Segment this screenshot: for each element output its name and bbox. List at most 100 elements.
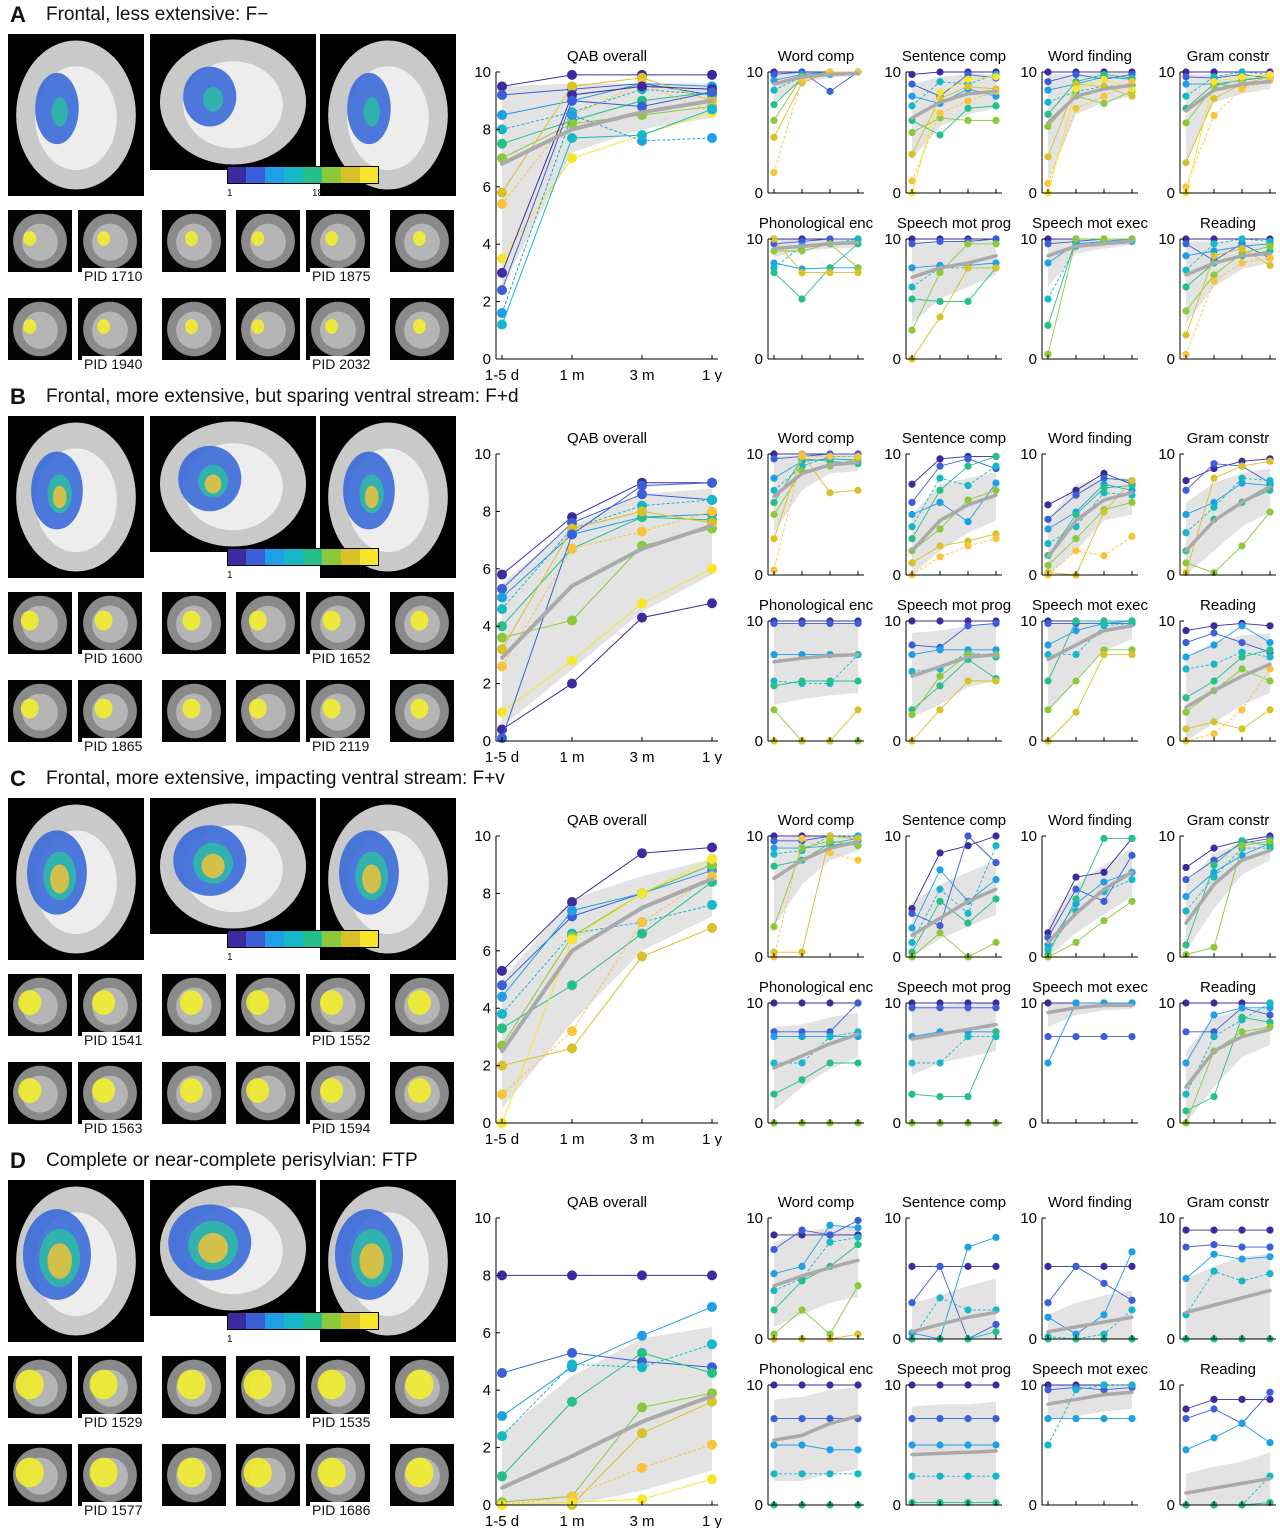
- colorbar-segment: [246, 1312, 265, 1330]
- panel-title: Frontal, less extensive: F−: [46, 4, 269, 25]
- data-point: [637, 598, 647, 609]
- patient-id: PID 1529: [82, 1414, 145, 1430]
- data-point: [1128, 834, 1136, 843]
- y-tick-label: 0: [483, 1115, 491, 1132]
- data-point: [798, 295, 806, 303]
- data-point: [1266, 622, 1274, 630]
- lesion-mask: [185, 231, 198, 246]
- panel-title: Frontal, more extensive, impacting ventr…: [46, 768, 505, 789]
- data-point: [908, 498, 916, 506]
- data-point: [964, 75, 972, 83]
- y-tick-label: 4: [483, 618, 491, 635]
- data-point: [1128, 1381, 1136, 1389]
- panel-c: C Frontal, more extensive, impacting vent…: [0, 764, 1280, 1146]
- mean-line: [910, 493, 998, 553]
- colorbar-segment: [246, 548, 265, 566]
- data-point: [826, 1059, 834, 1067]
- series-line: [1047, 78, 1133, 194]
- colorbar-segment: [284, 166, 303, 184]
- scan-render: [395, 1065, 449, 1121]
- data-point: [567, 1026, 577, 1037]
- data-point: [964, 909, 972, 918]
- data-point: [908, 1441, 916, 1449]
- data-point: [1128, 851, 1136, 859]
- scan-render: [13, 213, 67, 269]
- data-point: [992, 1381, 1000, 1389]
- data-point: [854, 706, 862, 714]
- patient-scan: [78, 1062, 142, 1124]
- data-point: [770, 486, 778, 494]
- data-point: [770, 1441, 778, 1449]
- colorbar-graphic: [227, 1312, 379, 1330]
- plot-title: Word finding: [1048, 812, 1132, 829]
- data-point: [992, 859, 1000, 867]
- data-point: [1182, 1274, 1190, 1283]
- data-point: [854, 1470, 862, 1478]
- series-line: [774, 1333, 859, 1340]
- scan-render: [311, 213, 365, 269]
- plot-title: Reading: [1200, 979, 1256, 996]
- series-line: [911, 680, 996, 742]
- y-tick-label: 10: [1158, 1210, 1175, 1227]
- series-line: [773, 837, 859, 958]
- plot-title: Sentence comp: [902, 48, 1006, 65]
- data-point: [1266, 1253, 1274, 1261]
- data-point: [964, 1381, 972, 1389]
- scan-render: [13, 977, 67, 1033]
- patient-scan: [8, 298, 72, 360]
- series-line: [773, 1285, 859, 1335]
- data-point: [1266, 665, 1274, 673]
- panel-letter: A: [10, 2, 26, 27]
- data-point: [1182, 350, 1190, 358]
- data-point: [1100, 651, 1108, 659]
- data-point: [1072, 708, 1080, 716]
- series-line: [1185, 835, 1271, 868]
- series-line: [1048, 622, 1133, 656]
- data-point: [1072, 85, 1080, 93]
- data-point: [798, 1262, 806, 1270]
- colorbar-segment: [360, 930, 379, 948]
- data-point: [1210, 1434, 1218, 1442]
- mean-line: [772, 652, 860, 664]
- data-point: [1266, 1270, 1274, 1278]
- series-line: [773, 262, 858, 270]
- data-point: [707, 104, 717, 115]
- y-tick-label: 10: [1158, 64, 1175, 81]
- lesion-mask: [18, 1078, 42, 1103]
- series-line: [1047, 238, 1132, 355]
- colorbar-segment: [322, 548, 341, 566]
- data-point: [1100, 1415, 1108, 1423]
- series-line: [1047, 871, 1133, 946]
- data-point: [770, 682, 778, 690]
- patient-scan: [390, 592, 454, 654]
- lesion-mask: [18, 990, 42, 1015]
- data-point: [908, 617, 916, 625]
- series-line: [1185, 709, 1271, 730]
- series-line: [911, 238, 997, 245]
- plot-title: Word finding: [1048, 48, 1132, 65]
- mean-line: [1046, 239, 1134, 258]
- data-point: [964, 1033, 972, 1041]
- data-point: [798, 948, 806, 956]
- colorbar-min: 1: [227, 1334, 233, 1345]
- confidence-band: [502, 858, 712, 1109]
- lesion-mask: [325, 231, 338, 246]
- scan-render: [395, 683, 449, 739]
- series-line: [911, 538, 997, 576]
- data-point: [1072, 677, 1080, 685]
- lesion-mask: [179, 1078, 203, 1103]
- lesion-mask: [320, 1078, 344, 1103]
- data-point: [936, 455, 944, 463]
- y-tick-label: 10: [1158, 1377, 1175, 1394]
- data-point: [908, 1381, 916, 1389]
- confidence-band: [774, 1225, 858, 1327]
- y-tick-label: 2: [483, 294, 491, 311]
- series-line: [1185, 257, 1271, 355]
- data-point: [770, 498, 778, 506]
- series-line: [1047, 620, 1133, 646]
- data-point: [992, 619, 1000, 627]
- data-point: [1238, 85, 1246, 93]
- patient-id: PID 1600: [82, 650, 145, 666]
- y-tick-label: 0: [483, 733, 491, 750]
